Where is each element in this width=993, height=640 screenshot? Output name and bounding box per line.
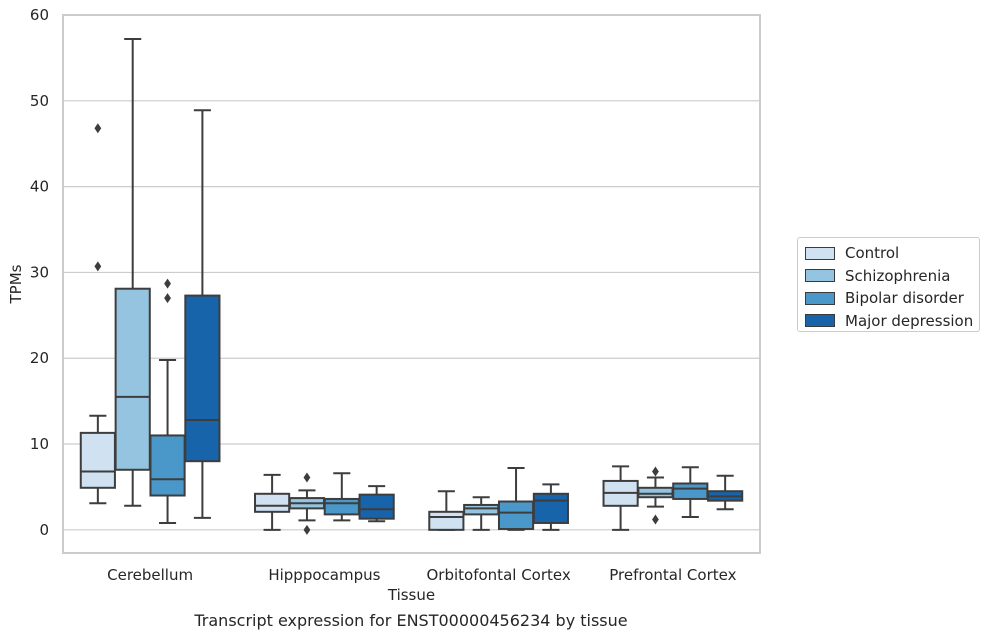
legend-swatch bbox=[805, 314, 835, 328]
legend-swatch bbox=[805, 246, 835, 260]
legend-label: Control bbox=[845, 244, 900, 263]
box-body bbox=[184, 294, 221, 463]
legend-label: Schizophrenia bbox=[845, 266, 951, 285]
x-axis-ticks: Cerebellum Hipppocampus Orbitofontal Corte… bbox=[107, 566, 736, 584]
chart-caption: Transcript expression for ENST0000045623… bbox=[194, 611, 628, 630]
legend-item: Major depression bbox=[805, 310, 979, 333]
y-tick-label: 60 bbox=[30, 6, 49, 24]
x-tick-label: Cerebellum bbox=[107, 566, 193, 584]
box-major-depression bbox=[184, 109, 221, 519]
outlier-marker bbox=[164, 293, 171, 304]
box-bipolar-disorder bbox=[149, 278, 186, 524]
box-major-depression bbox=[532, 483, 569, 531]
box-control bbox=[602, 465, 639, 531]
y-tick-label: 0 bbox=[39, 521, 49, 539]
y-axis-label: TPMs bbox=[7, 264, 25, 304]
outlier-marker bbox=[652, 514, 659, 525]
box-major-depression bbox=[358, 485, 395, 523]
box-body bbox=[358, 493, 395, 520]
y-tick-label: 10 bbox=[30, 435, 49, 453]
box-schizophrenia bbox=[288, 472, 326, 535]
x-tick-label: Prefrontal Cortex bbox=[609, 566, 736, 584]
box-control bbox=[254, 473, 291, 531]
outlier-marker bbox=[303, 472, 311, 483]
y-tick-label: 20 bbox=[30, 349, 49, 367]
box-control bbox=[428, 490, 465, 531]
outlier-marker bbox=[652, 466, 659, 477]
y-axis-ticks: 0 10 20 30 40 50 60 bbox=[30, 6, 49, 539]
legend-item: Bipolar disorder bbox=[805, 287, 979, 310]
outlier-marker bbox=[303, 524, 311, 535]
box-body bbox=[254, 492, 291, 513]
y-tick-label: 50 bbox=[30, 92, 49, 110]
box-schizophrenia bbox=[114, 38, 151, 507]
outlier-marker bbox=[164, 278, 171, 289]
box-schizophrenia bbox=[637, 466, 674, 525]
outlier-marker bbox=[94, 261, 102, 272]
box-control bbox=[79, 123, 116, 505]
x-tick-label: Orbitofontal Cortex bbox=[427, 566, 571, 584]
legend-item: Control bbox=[805, 242, 979, 265]
box-bipolar-disorder bbox=[672, 466, 709, 518]
legend: Control Schizophrenia Bipolar disorder Majo… bbox=[797, 237, 980, 332]
outlier-marker bbox=[94, 123, 102, 134]
box-body bbox=[637, 486, 674, 499]
box-body bbox=[114, 287, 151, 471]
box-major-depression bbox=[707, 474, 744, 511]
box-body bbox=[463, 503, 500, 516]
box-body bbox=[497, 500, 535, 530]
box-body bbox=[323, 497, 360, 516]
x-tick-label: Hipppocampus bbox=[268, 566, 380, 584]
x-axis-label: Tissue bbox=[387, 586, 435, 604]
box-body bbox=[672, 482, 709, 500]
legend-swatch bbox=[805, 269, 835, 283]
box-groups bbox=[79, 38, 744, 535]
box-body bbox=[79, 431, 116, 489]
y-tick-label: 40 bbox=[30, 178, 49, 196]
box-body bbox=[532, 492, 569, 524]
plot-frame bbox=[62, 14, 761, 554]
y-tick-label: 30 bbox=[30, 263, 49, 281]
box-body bbox=[149, 434, 186, 497]
box-bipolar-disorder bbox=[497, 467, 535, 531]
legend-item: Schizophrenia bbox=[805, 265, 979, 288]
box-body bbox=[428, 510, 465, 531]
box-bipolar-disorder bbox=[323, 472, 360, 522]
box-schizophrenia bbox=[463, 496, 500, 531]
legend-label: Bipolar disorder bbox=[845, 289, 964, 308]
legend-label: Major depression bbox=[845, 311, 974, 330]
legend-swatch bbox=[805, 291, 835, 305]
